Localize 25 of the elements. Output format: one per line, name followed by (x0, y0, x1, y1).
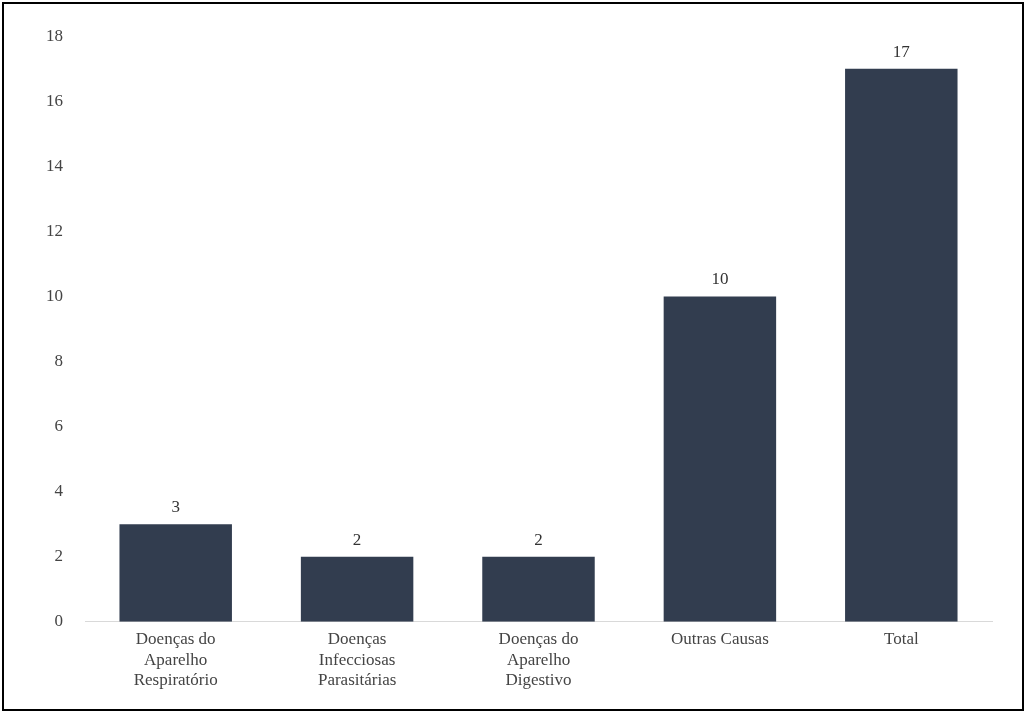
y-tick-label: 4 (54, 481, 64, 501)
y-tick-label: 18 (46, 25, 63, 45)
y-tick-label: 12 (46, 220, 63, 240)
bar (845, 68, 958, 622)
y-tick-label: 8 (54, 351, 63, 370)
bar (482, 556, 595, 622)
x-tick-label: Doenças Infecciosas Parasitárias (317, 629, 397, 690)
bar (663, 296, 777, 622)
data-label: 17 (892, 41, 911, 61)
x-tick-label: Outras Causas (671, 629, 769, 649)
data-label: 3 (171, 497, 180, 517)
x-tick-label: Doenças do Aparelho Digestivo (498, 629, 579, 690)
y-tick-label: 6 (54, 416, 63, 436)
y-tick-label: 2 (54, 546, 63, 566)
y-tick-label: 16 (46, 90, 63, 110)
data-label: 10 (711, 269, 729, 289)
data-label: 2 (534, 529, 543, 549)
x-tick-label: Doenças do Aparelho Respiratório (133, 629, 218, 690)
y-tick-label: 14 (46, 155, 64, 175)
y-tick-label: 10 (46, 285, 63, 305)
y-tick-label: 0 (54, 611, 63, 631)
bar (300, 556, 414, 622)
data-label: 2 (352, 529, 362, 549)
bar (119, 524, 232, 622)
x-tick-label: Total (883, 629, 919, 649)
